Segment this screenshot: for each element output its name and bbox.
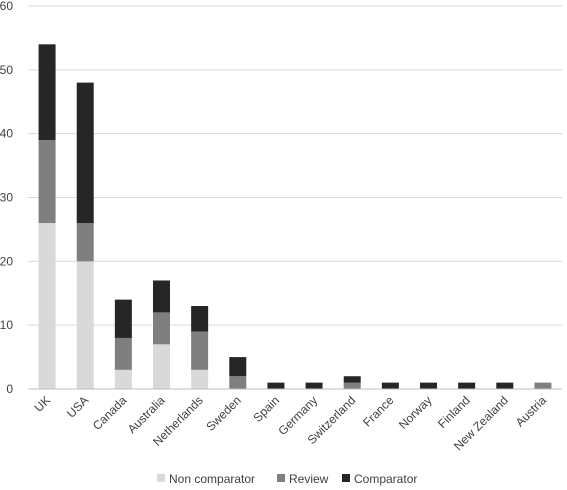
x-tick-label: Sweden (203, 393, 244, 434)
bar-segment-comparator (76, 82, 94, 224)
bar-segment-review (534, 382, 552, 389)
x-tick-label: Finland (435, 393, 473, 431)
legend-label: Review (289, 472, 329, 486)
legend-label: Non comparator (169, 472, 255, 486)
gridlines (28, 5, 562, 326)
bar-segment-review (38, 140, 56, 224)
x-tick-label: Austria (513, 393, 550, 430)
y-axis-tick-labels: 0 10 20 30 40 50 60 (0, 0, 13, 396)
legend-label: Comparator (354, 472, 417, 486)
bar-segment-non-comparator (191, 369, 209, 389)
legend-swatch (342, 474, 350, 482)
bar-segment-non-comparator (153, 344, 170, 389)
x-tick-label: France (360, 393, 397, 430)
bar-segment-non-comparator (76, 261, 94, 389)
bar-segment-comparator (114, 299, 132, 338)
x-tick-label: Spain (250, 393, 282, 425)
bars (38, 44, 552, 389)
x-tick-label: Canada (90, 393, 130, 433)
bar-segment-comparator (343, 376, 361, 383)
bar-segment-comparator (267, 382, 285, 389)
bar-segment-review (343, 382, 361, 389)
bar-segment-non-comparator (38, 223, 56, 389)
y-tick-label: 50 (0, 63, 13, 77)
legend: Non comparator Review Comparator (157, 472, 417, 486)
bar-segment-comparator (191, 306, 209, 332)
y-tick-label: 60 (0, 0, 13, 13)
x-tick-label: Norway (396, 393, 435, 432)
x-tick-label: USA (64, 393, 91, 420)
bar-segment-comparator (458, 382, 476, 389)
y-tick-label: 20 (0, 254, 13, 268)
bar-segment-comparator (38, 44, 56, 141)
y-tick-label: 30 (0, 191, 13, 205)
bar-segment-review (191, 331, 209, 370)
legend-swatch (157, 474, 165, 482)
bar-segment-comparator (381, 382, 399, 389)
bar-segment-review (76, 223, 94, 262)
bar-segment-comparator (420, 382, 437, 389)
y-tick-label: 40 (0, 127, 13, 141)
bar-segment-comparator (229, 357, 247, 377)
bar-segment-review (153, 312, 170, 345)
y-tick-label: 10 (0, 318, 13, 332)
legend-swatch (277, 474, 285, 482)
bar-segment-comparator (496, 382, 514, 389)
bar-segment-review (114, 337, 132, 370)
bar-segment-comparator (305, 382, 323, 389)
bar-segment-review (229, 376, 247, 389)
y-tick-label: 0 (6, 382, 13, 396)
bar-segment-non-comparator (114, 369, 132, 389)
bar-segment-comparator (153, 280, 170, 313)
x-tick-label: UK (32, 393, 54, 415)
